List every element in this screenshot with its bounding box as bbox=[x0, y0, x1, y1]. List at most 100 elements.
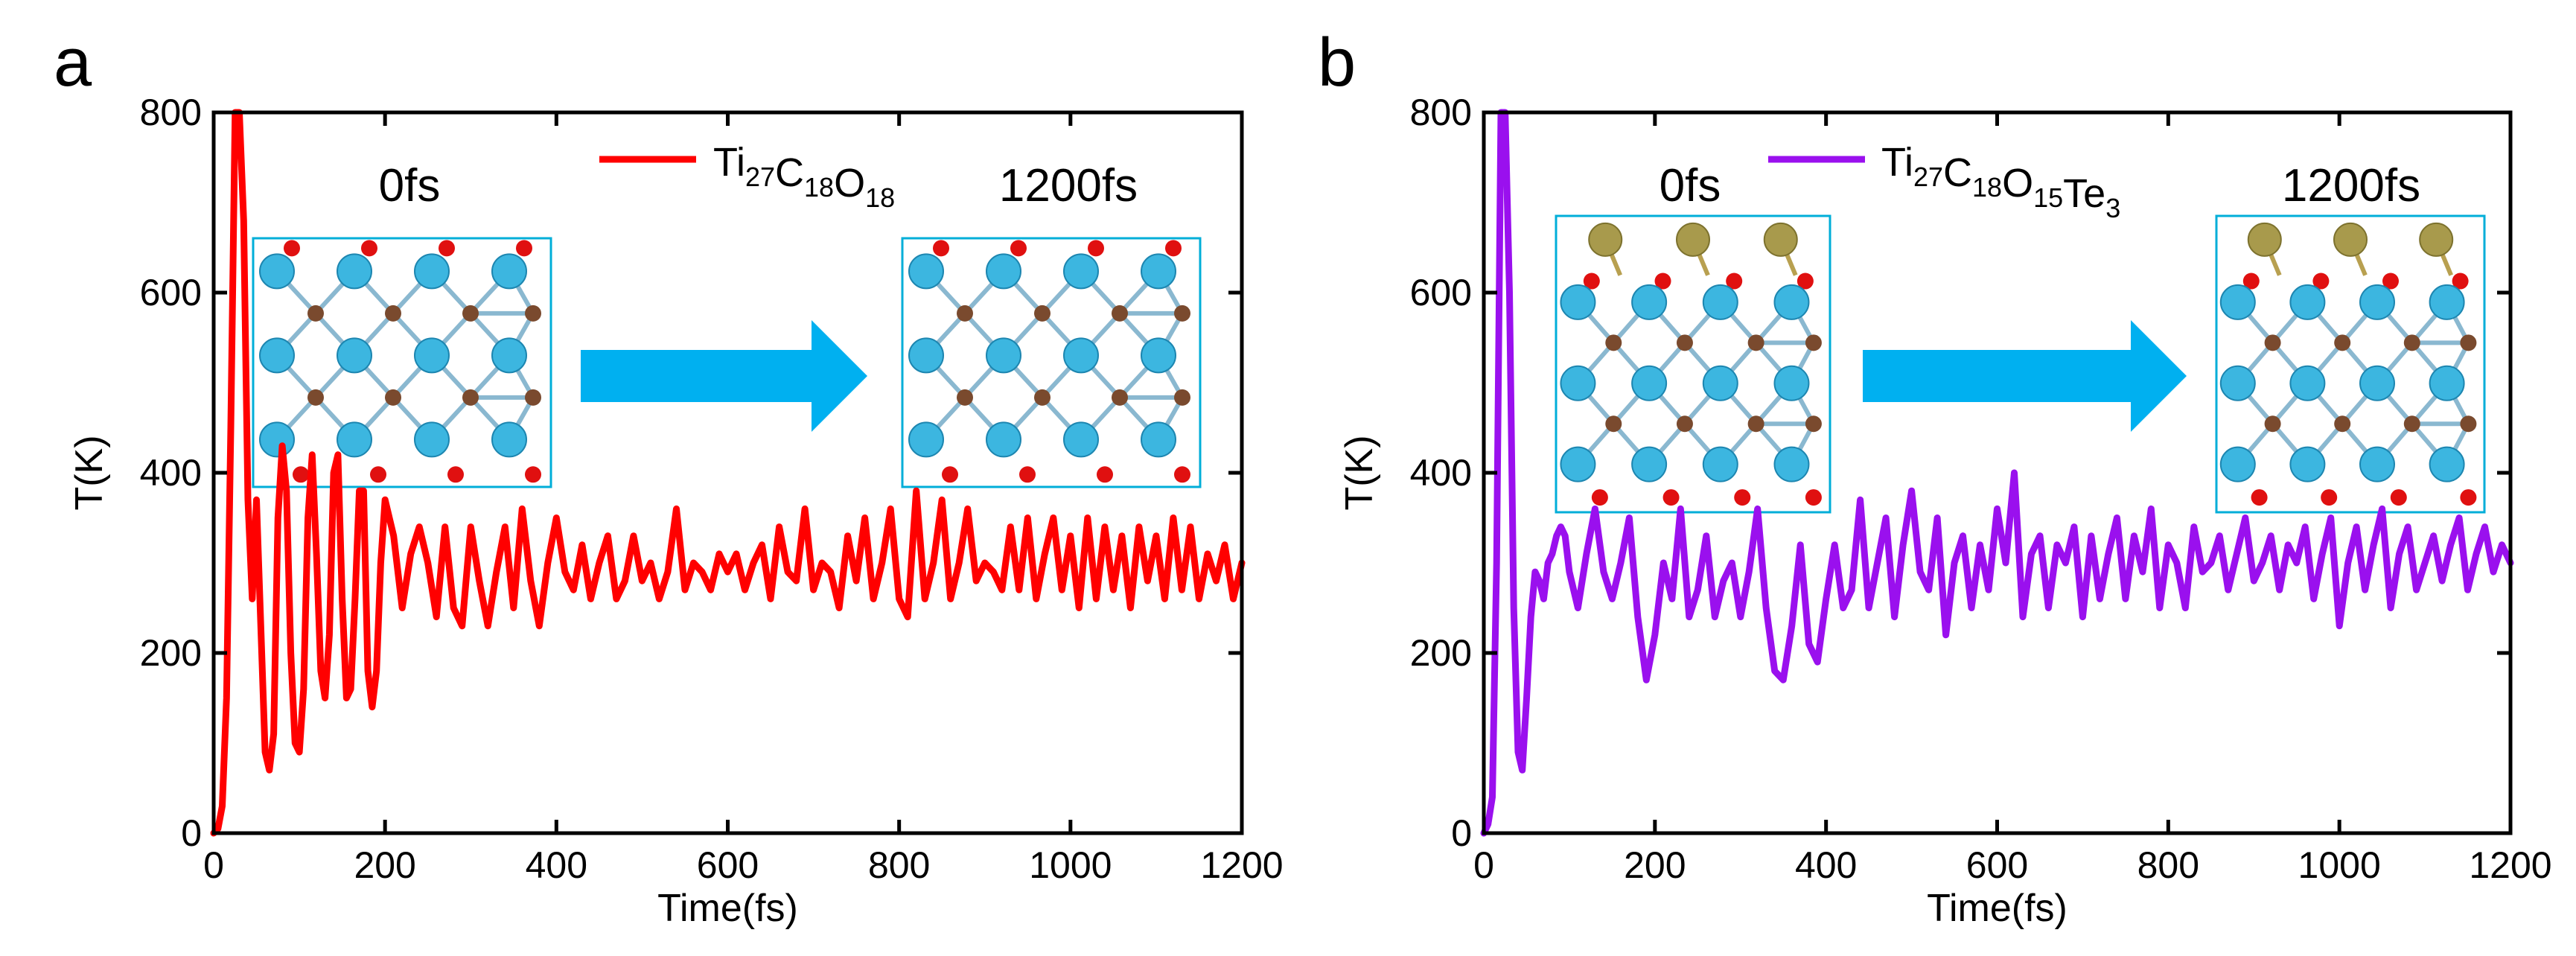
titanium-atom bbox=[2289, 284, 2326, 320]
titanium-atom bbox=[1702, 284, 1738, 320]
titanium-atom bbox=[1141, 421, 1176, 458]
legend-label: Ti27C18O15Te3 bbox=[1881, 140, 2120, 223]
titanium-atom bbox=[2219, 284, 2256, 320]
x-tick-label: 1200 bbox=[1200, 844, 1283, 886]
carbon-atom bbox=[957, 305, 973, 322]
carbon-atom bbox=[1034, 305, 1051, 322]
tellurium-atom bbox=[2247, 222, 2282, 257]
titanium-atom bbox=[2429, 365, 2465, 401]
x-tick-label: 600 bbox=[697, 844, 759, 886]
oxygen-atom bbox=[2382, 273, 2399, 290]
oxygen-atom bbox=[516, 240, 532, 257]
titanium-atom bbox=[414, 337, 450, 374]
titanium-atom bbox=[2429, 446, 2465, 482]
carbon-atom bbox=[2460, 415, 2477, 433]
titanium-atom bbox=[1773, 365, 1810, 401]
carbon-atom bbox=[462, 389, 479, 406]
x-axis-label: Time(fs) bbox=[657, 887, 798, 930]
x-axis-label: Time(fs) bbox=[1927, 887, 2068, 930]
titanium-atom bbox=[1141, 253, 1176, 290]
x-tick-label: 200 bbox=[354, 844, 415, 886]
x-tick-label: 1200 bbox=[2469, 844, 2551, 886]
x-tick-label: 800 bbox=[2137, 844, 2199, 886]
legend-subscript: 18 bbox=[804, 172, 834, 203]
x-tick-label: 0 bbox=[1473, 844, 1494, 886]
carbon-atom bbox=[1112, 305, 1128, 322]
titanium-atom bbox=[259, 253, 295, 290]
titanium-atom bbox=[2359, 284, 2395, 320]
titanium-atom bbox=[2359, 365, 2395, 401]
titanium-atom bbox=[2289, 365, 2326, 401]
panel-letter: b bbox=[1318, 25, 1356, 101]
x-tick-label: 1000 bbox=[1029, 844, 1112, 886]
legend-subscript: 27 bbox=[1913, 162, 1943, 192]
inset-structure-end bbox=[901, 237, 1202, 488]
carbon-atom bbox=[1747, 415, 1764, 433]
arrow-head bbox=[812, 320, 867, 432]
inset-label-end: 1200fs bbox=[2282, 160, 2420, 211]
titanium-atom bbox=[908, 337, 944, 374]
y-axis-label: T(K) bbox=[68, 435, 111, 510]
inset-structure-start bbox=[252, 237, 552, 488]
arrow-shaft bbox=[1863, 350, 2135, 402]
series-line bbox=[210, 109, 1246, 837]
titanium-atom bbox=[1560, 365, 1596, 401]
y-tick-label: 600 bbox=[1410, 272, 1472, 313]
oxygen-atom bbox=[2251, 489, 2268, 506]
oxygen-atom bbox=[1010, 240, 1027, 257]
y-tick-label: 600 bbox=[140, 272, 202, 313]
titanium-atom bbox=[337, 421, 372, 458]
panel-a: a 0fs 1200fs 0 200 400 600 800 1000 1200 0 200 400 60… bbox=[54, 25, 1284, 930]
y-tick-label: 400 bbox=[140, 452, 202, 494]
legend-subscript: 27 bbox=[745, 162, 775, 192]
titanium-atom bbox=[491, 421, 527, 458]
carbon-atom bbox=[462, 305, 479, 322]
legend-element: Ti bbox=[1881, 140, 1913, 185]
titanium-atom bbox=[986, 337, 1021, 374]
oxygen-atom bbox=[447, 466, 464, 483]
legend-element: C bbox=[775, 150, 804, 195]
legend-subscript: 18 bbox=[1972, 172, 2002, 203]
arrow-icon bbox=[1863, 320, 2187, 432]
titanium-atom bbox=[414, 253, 450, 290]
carbon-atom bbox=[307, 305, 324, 322]
oxygen-atom bbox=[439, 240, 455, 257]
legend-subscript: 18 bbox=[865, 182, 895, 213]
oxygen-atom bbox=[1583, 273, 1600, 290]
carbon-atom bbox=[385, 305, 401, 322]
titanium-atom bbox=[908, 421, 944, 458]
legend-label: Ti27C18O18 bbox=[713, 140, 895, 213]
inset-structure-end bbox=[2215, 214, 2486, 514]
oxygen-atom bbox=[2312, 273, 2330, 290]
titanium-atom bbox=[2219, 365, 2256, 401]
inset-frame bbox=[2215, 214, 2486, 514]
x-tick-label: 400 bbox=[1795, 844, 1857, 886]
y-tick-label: 400 bbox=[1410, 452, 1472, 494]
titanium-atom bbox=[491, 253, 527, 290]
titanium-atom bbox=[2219, 446, 2256, 482]
titanium-atom bbox=[986, 421, 1021, 458]
titanium-atom bbox=[491, 337, 527, 374]
oxygen-atom bbox=[370, 466, 386, 483]
titanium-atom bbox=[2359, 446, 2395, 482]
carbon-atom bbox=[2403, 334, 2420, 351]
titanium-atom bbox=[1631, 365, 1668, 401]
titanium-atom bbox=[986, 253, 1021, 290]
titanium-atom bbox=[414, 421, 450, 458]
y-tick-label: 0 bbox=[1451, 812, 1472, 854]
carbon-atom bbox=[2264, 415, 2281, 433]
inset-structure-start bbox=[1555, 214, 1831, 514]
titanium-atom bbox=[1702, 446, 1738, 482]
x-tick-label: 800 bbox=[868, 844, 930, 886]
y-tick-label: 200 bbox=[1410, 632, 1472, 674]
titanium-atom bbox=[1063, 421, 1099, 458]
titanium-atom bbox=[337, 337, 372, 374]
carbon-atom bbox=[1174, 305, 1190, 322]
carbon-atom bbox=[957, 389, 973, 406]
carbon-atom bbox=[1805, 415, 1822, 433]
oxygen-atom bbox=[284, 240, 300, 257]
tellurium-atom bbox=[2419, 222, 2454, 257]
carbon-atom bbox=[1676, 334, 1693, 351]
oxygen-atom bbox=[2242, 273, 2260, 290]
